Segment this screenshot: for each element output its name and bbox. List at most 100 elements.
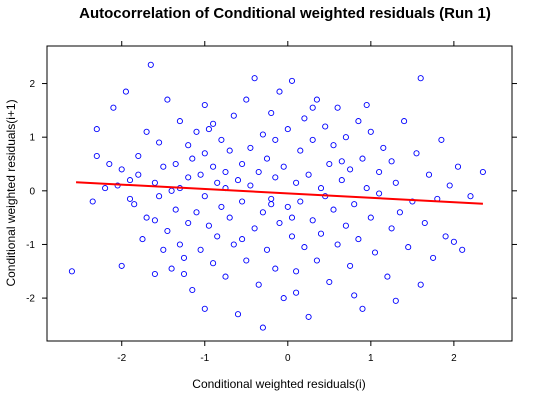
data-point: [93, 126, 100, 133]
data-point: [239, 198, 246, 205]
data-point: [259, 131, 266, 138]
data-point: [417, 281, 424, 288]
data-point: [151, 179, 158, 186]
data-point: [210, 120, 217, 127]
data-point: [459, 246, 466, 253]
data-point: [367, 128, 374, 135]
data-point: [201, 305, 208, 312]
data-point: [131, 201, 138, 208]
data-point: [160, 163, 167, 170]
data-point: [135, 152, 142, 160]
data-point: [301, 244, 308, 251]
data-point: [367, 214, 374, 221]
data-point: [255, 168, 262, 176]
data-points: [68, 61, 486, 331]
data-point: [363, 101, 370, 109]
data-point: [392, 179, 399, 186]
data-point: [401, 118, 408, 125]
data-point: [272, 136, 279, 143]
data-point: [164, 227, 171, 235]
data-point: [110, 104, 117, 111]
data-point: [189, 286, 196, 294]
data-point: [280, 163, 287, 170]
data-point: [330, 206, 337, 213]
data-point: [93, 152, 100, 160]
data-point: [288, 77, 296, 84]
data-point: [201, 101, 208, 109]
data-point: [176, 241, 183, 248]
data-point: [442, 233, 449, 240]
data-point: [205, 222, 212, 229]
data-point: [126, 177, 134, 184]
data-point: [210, 260, 217, 267]
x-axis-label: Conditional weighted residuals(i): [192, 377, 365, 391]
data-point: [276, 219, 283, 227]
data-point: [359, 305, 366, 312]
data-point: [201, 193, 208, 200]
data-point: [467, 193, 474, 200]
data-point: [172, 160, 179, 168]
data-point: [479, 168, 486, 176]
data-point: [288, 233, 296, 240]
data-point: [330, 142, 337, 149]
data-point: [185, 174, 192, 181]
data-point: [268, 195, 275, 202]
data-point: [438, 136, 445, 143]
data-point: [218, 203, 225, 210]
data-point: [197, 246, 204, 253]
data-point: [446, 182, 453, 189]
chart-title: Autocorrelation of Conditional weighted …: [79, 5, 491, 22]
x-tick-label: 2: [451, 353, 457, 364]
data-point: [251, 75, 258, 82]
data-point: [322, 123, 329, 130]
data-point: [363, 185, 370, 192]
data-point: [338, 158, 345, 165]
data-point: [351, 292, 358, 299]
data-point: [355, 118, 362, 125]
data-point: [176, 118, 183, 125]
x-tick-label: 0: [285, 353, 291, 364]
data-point: [309, 136, 316, 143]
data-point: [193, 209, 200, 216]
data-point: [388, 158, 395, 165]
data-point: [326, 278, 333, 286]
data-point: [263, 155, 271, 162]
plot-frame: [46, 45, 513, 342]
data-point: [301, 115, 308, 122]
data-point: [326, 160, 333, 168]
data-point: [135, 171, 142, 178]
data-point: [259, 324, 266, 331]
data-point: [210, 163, 217, 170]
data-point: [222, 168, 229, 176]
data-point: [214, 233, 221, 240]
data-point: [268, 109, 275, 117]
data-point: [143, 214, 150, 221]
data-point: [139, 236, 146, 243]
data-point: [272, 174, 279, 181]
data-point: [197, 171, 204, 178]
data-point: [454, 163, 462, 170]
data-point: [201, 150, 208, 157]
y-tick-label: 1: [29, 133, 35, 144]
data-point: [342, 134, 349, 141]
data-point: [376, 168, 383, 176]
data-point: [151, 217, 158, 224]
data-point: [255, 281, 262, 288]
data-point: [359, 155, 366, 162]
data-point: [317, 185, 325, 192]
data-point: [160, 246, 167, 253]
data-point: [243, 96, 250, 103]
data-point: [425, 171, 433, 178]
data-point: [168, 265, 175, 272]
data-point: [376, 190, 383, 197]
data-point: [317, 230, 325, 237]
data-point: [413, 150, 420, 157]
data-point: [396, 209, 403, 216]
data-point: [263, 246, 271, 253]
data-point: [193, 128, 200, 135]
data-point: [371, 249, 379, 256]
data-point: [338, 177, 345, 184]
data-point: [417, 75, 424, 82]
data-point: [421, 219, 428, 227]
data-point: [180, 270, 188, 278]
